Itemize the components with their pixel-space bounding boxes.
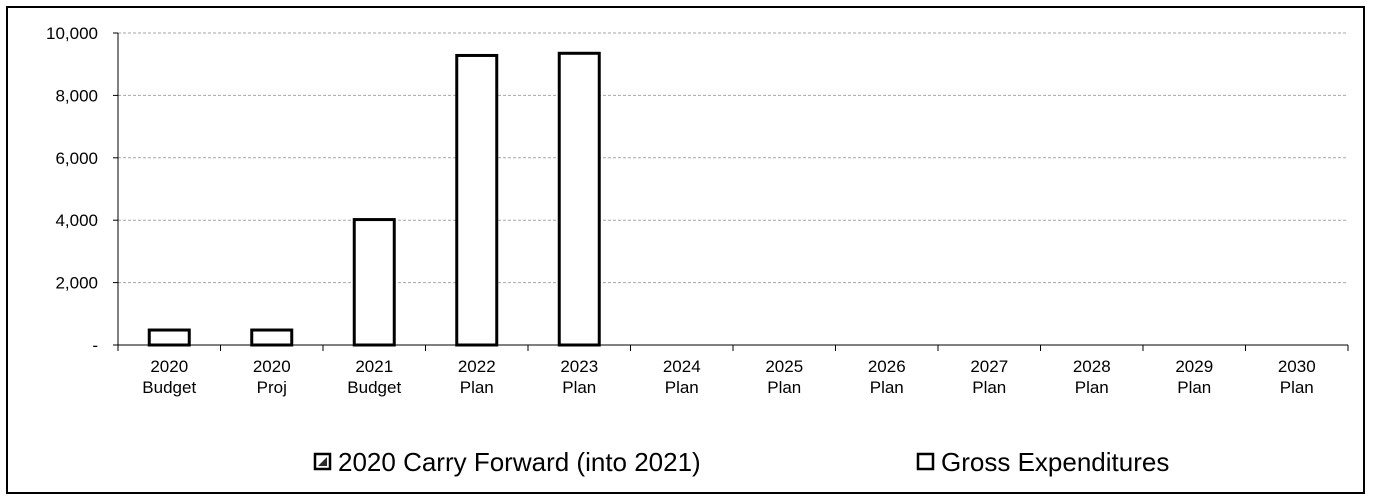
x-tick-label: 2020 Proj [253, 357, 291, 397]
legend-swatch-gross-expenditures [916, 452, 935, 471]
y-tick-labels: - 2,000 4,000 6,000 8,000 10,000 [46, 24, 98, 355]
x-tick-label: 2024 Plan [663, 357, 701, 397]
x-tick-label: 2021 Budget [347, 357, 401, 397]
x-tick-label: 2023 Plan [560, 357, 598, 397]
gridlines [118, 32, 1348, 284]
x-tick-label: 2027 Plan [970, 357, 1008, 397]
bar-gross-expenditures [250, 328, 294, 347]
bar-gross-expenditures [352, 218, 396, 347]
y-tick-label: 4,000 [55, 211, 98, 230]
x-tick-label: 2020 Budget [142, 357, 196, 397]
x-tick-label: 2029 Plan [1175, 357, 1213, 397]
bars [147, 51, 601, 347]
x-tick-labels: 2020 Budget 2020 Proj 2021 Budget 2022 Plan 2023… [142, 357, 1315, 397]
legend-swatch-hatch [318, 457, 327, 466]
legend-item-carry-forward: 2020 Carry Forward (into 2021) [313, 447, 701, 477]
y-tick-label: - [92, 336, 98, 355]
bar-gross-expenditures [147, 328, 191, 347]
bar-gross-expenditures [455, 53, 499, 347]
bar-gross-expenditures [557, 51, 601, 347]
legend-item-gross-expenditures: Gross Expenditures [916, 447, 1169, 477]
x-tick-label: 2022 Plan [458, 357, 496, 397]
chart-frame [6, 6, 1365, 494]
y-tick-label: 10,000 [46, 24, 98, 43]
legend-label-gross-expenditures: Gross Expenditures [941, 447, 1169, 477]
y-tick-label: 2,000 [55, 274, 98, 293]
y-tick-label: 6,000 [55, 149, 98, 168]
legend-label-carry-forward: 2020 Carry Forward (into 2021) [338, 447, 701, 477]
x-tick-label: 2026 Plan [868, 357, 906, 397]
x-tick-label: 2028 Plan [1073, 357, 1111, 397]
y-tick-label: 8,000 [55, 86, 98, 105]
axes [113, 32, 1349, 351]
legend: 2020 Carry Forward (into 2021) Gross Exp… [313, 447, 1169, 477]
x-tick-label: 2025 Plan [765, 357, 803, 397]
x-tick-label: 2030 Plan [1278, 357, 1316, 397]
